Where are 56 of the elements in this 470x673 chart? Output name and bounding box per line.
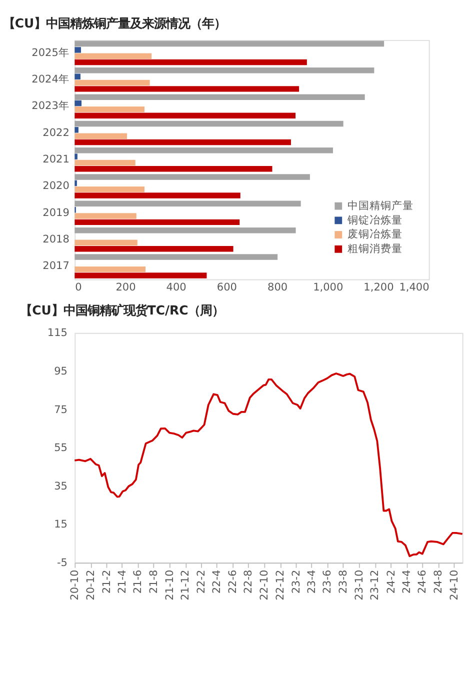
legend-label: 铜锭冶炼量	[346, 214, 402, 226]
y-tick-label: 2018	[42, 233, 70, 246]
x-tick-label: 200	[116, 281, 136, 294]
y-tick-label: 2025年	[32, 46, 70, 59]
x-tick-label: 21-10	[164, 570, 176, 600]
x-tick-label: 22-8	[242, 570, 255, 594]
y-tick-label: 115	[47, 327, 68, 340]
x-tick-label: 1,200	[364, 281, 394, 294]
x-tick-label: 22-6	[226, 570, 239, 594]
x-tick-label: 20-10	[69, 570, 82, 600]
x-tick-label: 21-8	[148, 570, 160, 594]
chart-title: 【CU】中国铜精矿现货TC/RC（周）	[20, 302, 224, 318]
x-tick-label: 600	[216, 281, 237, 294]
x-tick-label: 22-4	[211, 570, 224, 594]
y-tick-label: 2023年	[32, 100, 70, 112]
line-series	[74, 372, 464, 558]
x-tick-label: 0	[75, 281, 82, 294]
x-tick-label: 1,000	[313, 281, 344, 294]
x-tick-label: 22-2	[196, 570, 208, 594]
legend-label: 粗铜消费量	[347, 242, 402, 255]
y-tick-label: 35	[54, 480, 68, 492]
y-tick-label: 2024年	[32, 74, 70, 86]
y-tick-label: 55	[54, 442, 68, 454]
y-tick-label: 95	[54, 366, 68, 378]
x-tick-label: 23-6	[322, 570, 334, 594]
x-tick-label: 22-12	[274, 570, 286, 600]
x-tick-label: 400	[166, 281, 186, 294]
x-tick-label: 23-4	[306, 570, 318, 594]
x-tick-label: 21-4	[116, 570, 128, 594]
y-tick-label: 15	[54, 518, 68, 531]
x-tick-label: 1,400	[399, 281, 430, 294]
x-tick-label: 800	[267, 281, 288, 294]
x-tick-label: 23-2	[290, 570, 303, 594]
legend-label: 中国精铜产量	[347, 198, 414, 212]
x-tick-label: 21-6	[132, 570, 144, 594]
chart-title: 【CU】中国精炼铜产量及来源情况（年）	[2, 16, 226, 31]
x-tick-label: 23-10	[353, 570, 366, 600]
y-tick-label: 75	[54, 404, 68, 416]
x-tick-label: 21-2	[100, 570, 113, 594]
y-tick-label: 2021	[42, 154, 70, 166]
x-tick-label: 20-12	[84, 570, 97, 600]
legend-label: 废铜冶炼量	[347, 228, 402, 241]
y-tick-label: 2019	[42, 206, 70, 219]
y-tick-label: 2020	[42, 180, 70, 192]
x-tick-label: 24-8	[432, 570, 445, 594]
x-tick-label: 22-10	[258, 570, 271, 600]
y-tick-label: -5	[56, 556, 68, 569]
x-tick-label: 24-4	[400, 570, 413, 594]
y-tick-label: 2022	[42, 126, 70, 139]
x-tick-label: 23-8	[338, 570, 350, 594]
x-tick-label: 23-12	[369, 570, 382, 600]
x-tick-label: 21-12	[180, 570, 192, 600]
y-tick-label: 2017	[42, 260, 70, 272]
x-tick-label: 24-2	[385, 570, 398, 594]
x-tick-label: 24-6	[416, 570, 429, 594]
x-tick-label: 24-10	[448, 570, 460, 600]
